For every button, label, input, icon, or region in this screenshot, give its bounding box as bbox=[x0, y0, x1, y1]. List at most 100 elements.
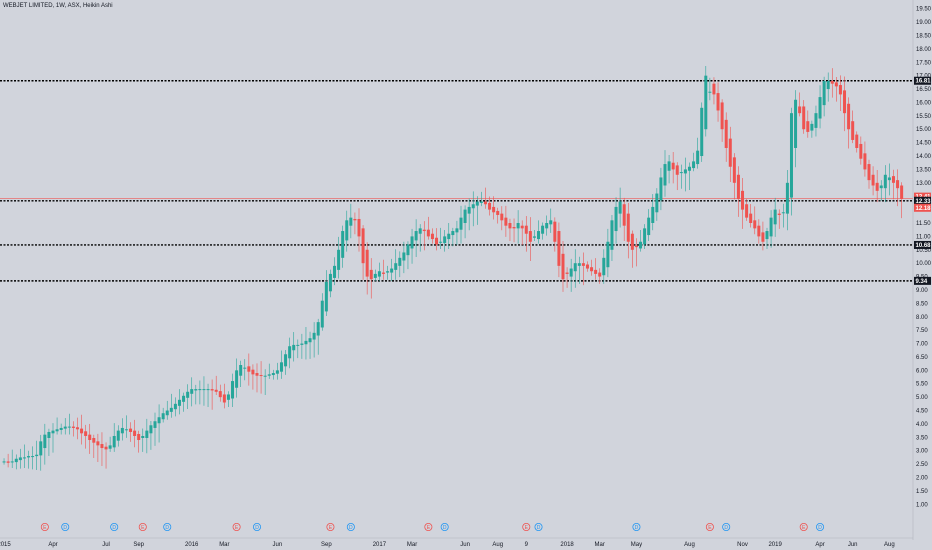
candle-body bbox=[720, 102, 724, 130]
candle-body bbox=[206, 389, 210, 391]
time-tick-label: Mar bbox=[407, 542, 417, 548]
earnings-marker bbox=[138, 523, 147, 532]
price-tick-label: 17.50 bbox=[916, 60, 932, 66]
candle-body bbox=[761, 232, 765, 242]
candle-body bbox=[814, 113, 818, 128]
price-tick-label: 8.00 bbox=[916, 315, 928, 321]
candle-body bbox=[324, 281, 328, 312]
candle-body bbox=[663, 164, 667, 186]
candle-body bbox=[765, 231, 769, 240]
price-tag-label: 12.33 bbox=[916, 199, 932, 205]
candle-body bbox=[39, 441, 43, 456]
candle-body bbox=[549, 220, 553, 225]
dividend-marker bbox=[61, 523, 70, 532]
candle-body bbox=[643, 228, 647, 245]
price-tick-label: 18.00 bbox=[916, 47, 932, 53]
candle-body bbox=[410, 236, 414, 249]
event-label: E bbox=[141, 525, 145, 531]
candle-body bbox=[67, 426, 71, 428]
candle-body bbox=[418, 228, 422, 234]
time-axis[interactable]: 2015 Apr Jul Sep 2016 Mar Jun Sep 2017 Mar Jun Aug 9… bbox=[0, 537, 913, 548]
candle-body bbox=[602, 257, 606, 276]
time-tick-label: Aug bbox=[684, 542, 695, 548]
symbol-label[interactable]: WEBJET LIMITED bbox=[3, 3, 53, 9]
price-tick-label: 5.00 bbox=[916, 395, 928, 401]
candle-body bbox=[838, 85, 842, 95]
candle-body bbox=[826, 81, 830, 90]
candle-body bbox=[630, 233, 634, 250]
candle-body bbox=[651, 206, 655, 224]
dividend-marker bbox=[440, 523, 449, 532]
candle-body bbox=[900, 185, 904, 199]
earnings-marker bbox=[232, 523, 241, 532]
candle-body bbox=[553, 221, 557, 242]
candle-body bbox=[847, 103, 851, 130]
candle-body bbox=[279, 362, 283, 372]
candle-body bbox=[667, 161, 671, 171]
candle-body bbox=[394, 263, 398, 270]
candle-body bbox=[561, 253, 565, 280]
candle-body bbox=[157, 417, 161, 424]
time-tick-label: Jun bbox=[460, 542, 470, 548]
price-tick-label: 16.00 bbox=[916, 100, 932, 106]
candle-body bbox=[488, 202, 492, 210]
candle-body bbox=[353, 218, 357, 221]
candle-body bbox=[259, 375, 263, 377]
price-axis[interactable]: 1.00 1.50 2.00 2.50 3.00 3.50 4.00 4.50 5.00 5.50… bbox=[912, 0, 932, 540]
candle-body bbox=[626, 213, 630, 242]
time-tick-label: 2019 bbox=[768, 542, 782, 548]
candle-body bbox=[231, 381, 235, 399]
candle-body bbox=[414, 231, 418, 241]
time-tick-label: 9 bbox=[525, 542, 529, 548]
candle-body bbox=[345, 220, 349, 241]
event-label: D bbox=[63, 525, 67, 531]
candle-body bbox=[855, 134, 859, 148]
candle-body bbox=[834, 82, 838, 87]
candle-body bbox=[6, 461, 10, 463]
candle-body bbox=[887, 177, 891, 181]
time-tick-label: Jun bbox=[273, 542, 283, 548]
candle-body bbox=[398, 257, 402, 266]
candle-body bbox=[426, 229, 430, 237]
candles bbox=[2, 66, 904, 471]
candle-body bbox=[659, 177, 663, 201]
candle-body bbox=[459, 217, 463, 230]
candle-body bbox=[802, 106, 806, 130]
candle-body bbox=[59, 427, 63, 430]
candle-body bbox=[210, 389, 214, 391]
price-tick-label: 7.50 bbox=[916, 328, 928, 334]
candle-body bbox=[296, 344, 300, 346]
candle-body bbox=[31, 456, 35, 458]
candle-body bbox=[288, 346, 292, 359]
price-tick-label: 14.50 bbox=[916, 141, 932, 147]
interval-label[interactable]: 1W bbox=[55, 3, 65, 9]
earnings-marker bbox=[40, 523, 49, 532]
candle-body bbox=[2, 461, 6, 463]
price-tick-label: 3.50 bbox=[916, 435, 928, 441]
candle-body bbox=[475, 201, 479, 206]
candle-body bbox=[365, 249, 369, 277]
earnings-marker bbox=[705, 523, 714, 532]
time-tick-label: Apr bbox=[815, 542, 824, 548]
event-label: E bbox=[43, 525, 47, 531]
candle-body bbox=[598, 272, 602, 277]
time-tick-label: Jun bbox=[848, 542, 858, 548]
candle-body bbox=[92, 437, 96, 443]
time-tick-label: Aug bbox=[492, 542, 503, 548]
candle-body bbox=[757, 225, 761, 237]
candle-body bbox=[443, 236, 447, 244]
dividend-marker bbox=[722, 523, 731, 532]
candle-body bbox=[145, 430, 149, 438]
candle-body bbox=[390, 268, 394, 273]
candle-body bbox=[806, 121, 810, 132]
candle-body bbox=[585, 264, 589, 269]
price-tick-label: 2.50 bbox=[916, 462, 928, 468]
candle-body bbox=[129, 428, 133, 432]
candle-body bbox=[239, 364, 243, 376]
candle-body bbox=[137, 433, 141, 441]
chart-style-label[interactable]: Heikin Ashi bbox=[82, 3, 113, 9]
candle-body bbox=[692, 161, 696, 169]
